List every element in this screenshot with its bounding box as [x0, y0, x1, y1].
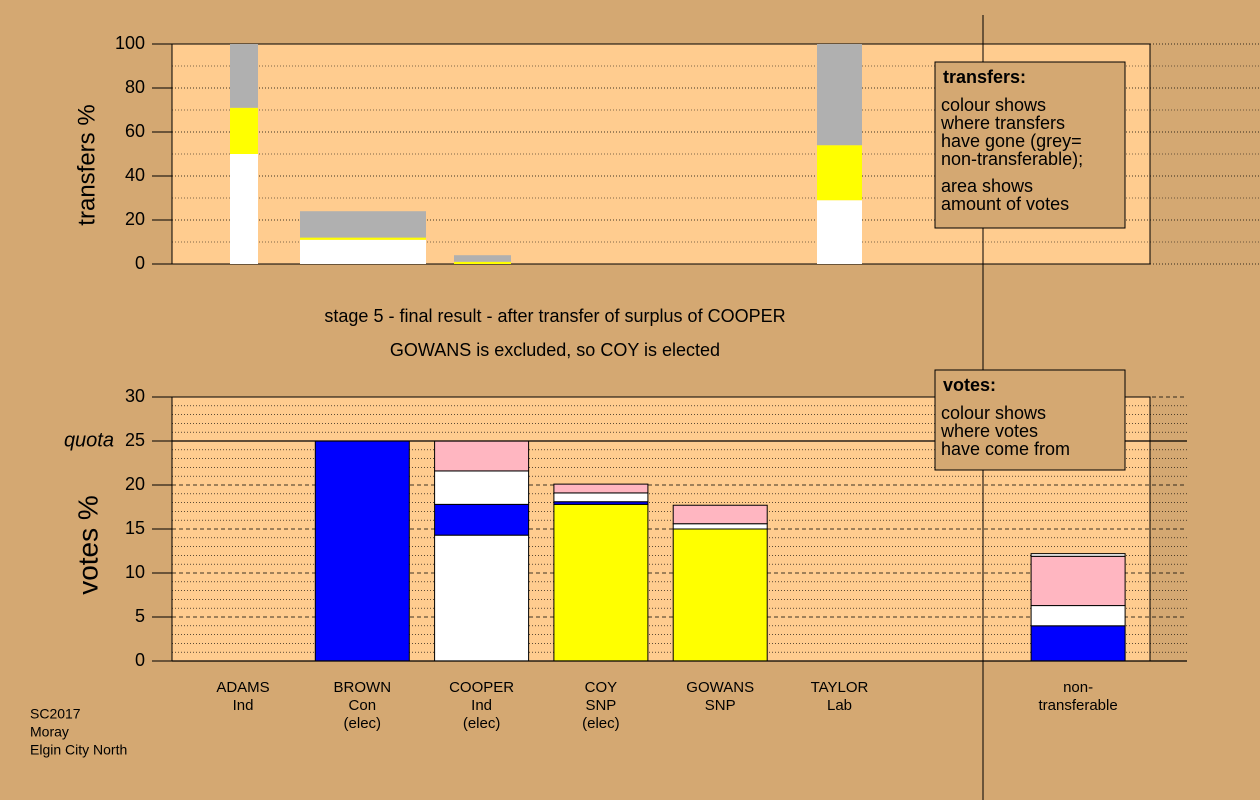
x-tick-label: Ind: [471, 697, 492, 714]
bar-segment: [1030, 553, 1126, 557]
x-tick-label: (elec): [344, 715, 382, 732]
bar-segment: [434, 503, 530, 536]
y-tick-label: 15: [125, 518, 145, 538]
note-box: [934, 61, 1126, 229]
bar-segment: [454, 255, 511, 262]
bar-segment: [672, 523, 768, 530]
y-tick-label: 10: [125, 562, 145, 582]
x-tick-label: ADAMS: [216, 679, 269, 696]
footer-line: Elgin City North: [30, 742, 127, 758]
bottom-y-label: votes %: [72, 495, 103, 595]
note-heading: votes:: [943, 375, 996, 395]
note-line: where votes: [940, 421, 1038, 441]
bar-segment: [817, 44, 862, 146]
y-tick-label: 5: [135, 606, 145, 626]
y-tick-label: 60: [125, 121, 145, 141]
note-line: non-transferable);: [941, 149, 1083, 169]
note-line: colour shows: [941, 95, 1046, 115]
bar-segment: [300, 211, 426, 238]
note-heading: transfers:: [943, 67, 1026, 87]
bar-segment: [434, 440, 530, 472]
note-line: have come from: [941, 439, 1070, 459]
x-tick-label: Ind: [233, 697, 254, 714]
y-tick-label: 20: [125, 209, 145, 229]
x-tick-label: COY: [585, 679, 618, 696]
y-tick-label: 30: [125, 386, 145, 406]
bar-segment: [434, 534, 530, 662]
x-tick-label: (elec): [582, 715, 620, 732]
bar-segment: [300, 237, 426, 240]
x-tick-label: (elec): [463, 715, 501, 732]
note-line: colour shows: [941, 403, 1046, 423]
bar-segment: [230, 44, 258, 108]
bar-segment: [553, 492, 649, 503]
note-line: have gone (grey=: [941, 131, 1082, 151]
bar-segment: [1030, 625, 1126, 662]
note-box: [934, 369, 1126, 471]
y-tick-label: 25: [125, 430, 145, 450]
note-line: amount of votes: [941, 194, 1069, 214]
bar-segment: [300, 239, 426, 264]
top-y-label: transfers %: [73, 104, 100, 225]
bar-segment: [230, 154, 258, 264]
y-tick-label: 80: [125, 77, 145, 97]
note-line: where transfers: [940, 113, 1065, 133]
x-tick-label: SNP: [585, 697, 616, 714]
bar-segment: [817, 145, 862, 201]
stage-subtitle: GOWANS is excluded, so COY is elected: [390, 340, 720, 360]
bar-segment: [454, 261, 511, 264]
y-tick-label: 0: [135, 650, 145, 670]
x-tick-label: non-: [1063, 679, 1093, 696]
x-tick-label: Lab: [827, 697, 852, 714]
x-tick-label: transferable: [1038, 697, 1117, 714]
x-tick-label: Con: [349, 697, 377, 714]
bar-segment: [1030, 605, 1126, 627]
quota-label: quota: [64, 429, 114, 451]
bar-segment: [230, 107, 258, 154]
bar-segment: [1030, 555, 1126, 607]
x-tick-label: COOPER: [449, 679, 514, 696]
note-line: area shows: [941, 176, 1033, 196]
x-tick-label: GOWANS: [686, 679, 754, 696]
footer-line: Moray: [30, 724, 69, 740]
footer-line: SC2017: [30, 706, 81, 722]
y-tick-label: 40: [125, 165, 145, 185]
bar-segment: [434, 470, 530, 505]
bar-segment: [553, 483, 649, 494]
bar-segment: [314, 440, 410, 662]
stage-title: stage 5 - final result - after transfer …: [324, 306, 785, 326]
y-tick-label: 0: [135, 253, 145, 273]
x-tick-label: TAYLOR: [811, 679, 869, 696]
bar-segment: [672, 504, 768, 525]
x-tick-label: SNP: [705, 697, 736, 714]
bar-segment: [817, 200, 862, 264]
bar-segment: [553, 503, 649, 662]
x-tick-label: BROWN: [334, 679, 392, 696]
y-tick-label: 100: [115, 33, 145, 53]
bar-segment: [672, 528, 768, 662]
y-tick-label: 20: [125, 474, 145, 494]
